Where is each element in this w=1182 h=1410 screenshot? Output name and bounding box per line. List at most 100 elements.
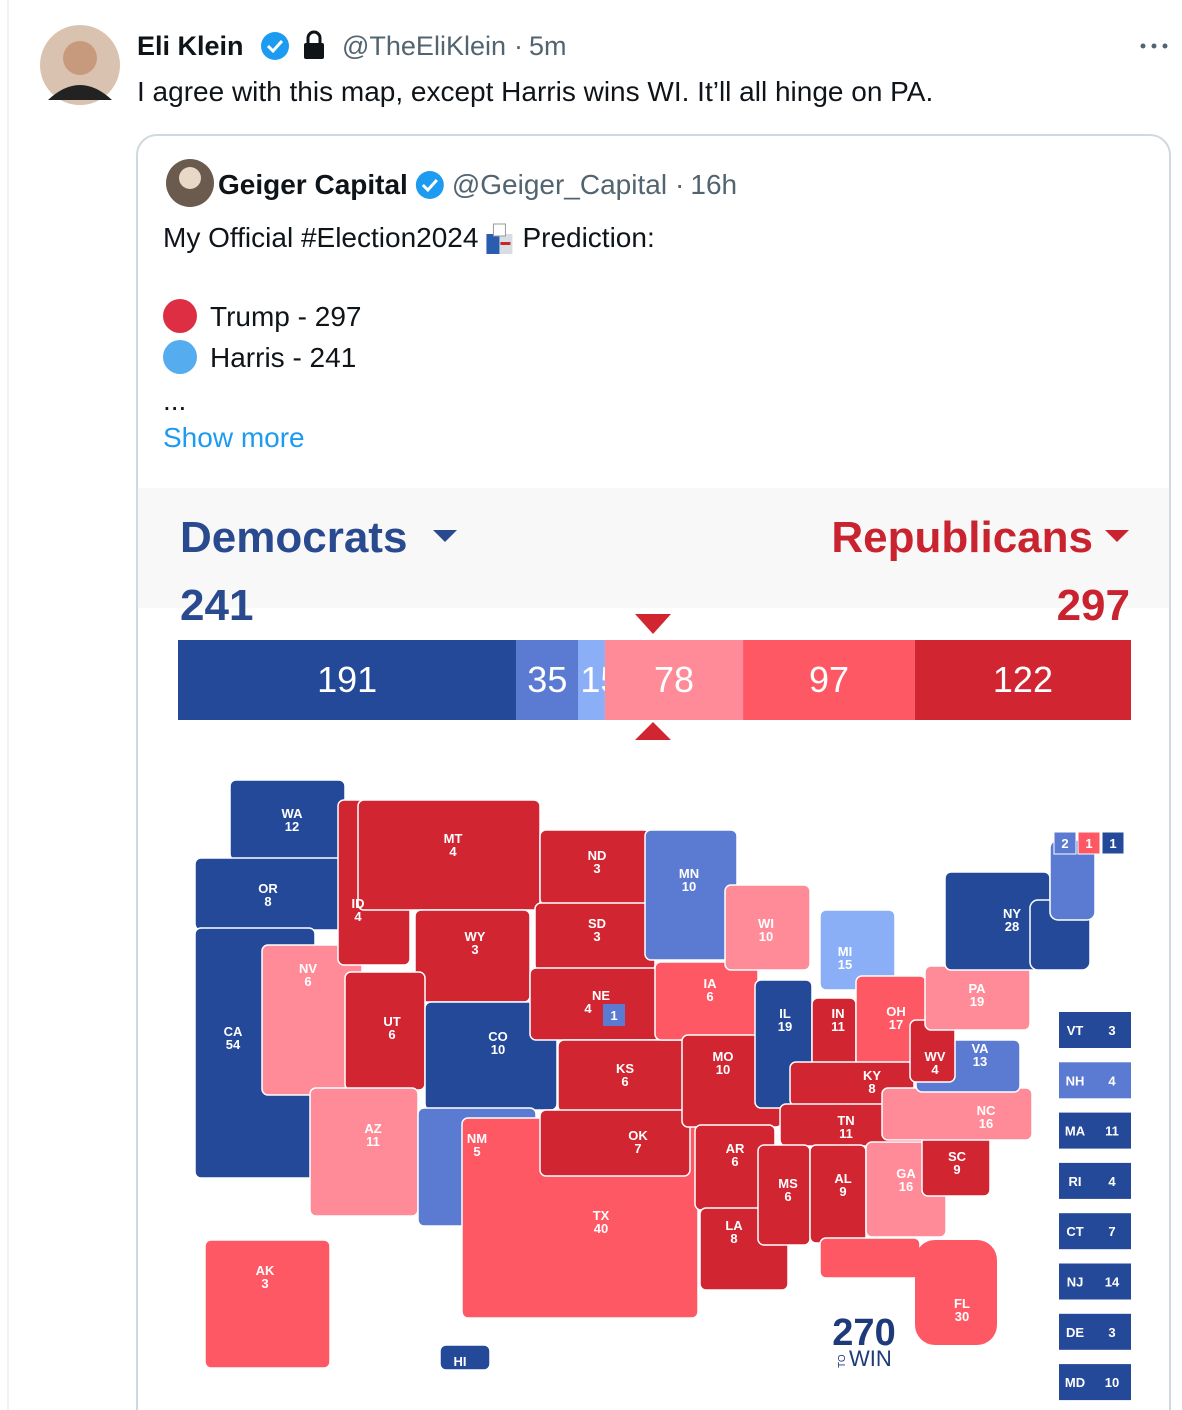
state-ev: 4 [354,909,362,924]
state-abbr: MT [444,831,463,846]
state-abbr: IN [832,1006,845,1021]
state-abbr: AZ [364,1121,381,1136]
state-abbr: MI [838,944,852,959]
inset-box [1059,1364,1131,1401]
state-ev: 10 [716,1062,730,1077]
inset-abbr: NJ [1067,1275,1084,1290]
more-button[interactable] [1140,43,1168,49]
state-ev: 4 [931,1062,939,1077]
avatar-face [63,41,97,75]
state-ev: 6 [731,1154,738,1169]
state-ev: 3 [593,929,600,944]
inset-box [1059,1062,1131,1099]
state-ev: 8 [264,894,271,909]
state-abbr: SC [948,1149,967,1164]
state-shape [644,829,738,961]
state-ev: 28 [1005,919,1019,934]
state-ev: 6 [388,1027,395,1042]
map-shapes [194,779,1096,1371]
inset-ev: 3 [1108,1325,1115,1340]
state-ev: 16 [979,1116,993,1131]
state-abbr: HI [454,1354,467,1369]
bar-label: 97 [809,659,849,700]
lock-icon [304,30,324,59]
state-abbr: KY [863,1068,881,1083]
inset-abbr: MA [1065,1124,1086,1139]
show-more-link[interactable]: Show more [163,422,305,453]
inset-abbr: VT [1067,1023,1084,1038]
state-abbr: OH [886,1004,906,1019]
state-ev: 10 [682,879,696,894]
state-abbr: MN [679,866,699,881]
state-shape [809,1144,867,1244]
state-shape [309,1087,419,1217]
state-abbr: SD [588,916,606,931]
state-ev: 7 [634,1141,641,1156]
state-abbr: WA [282,806,304,821]
state-ev: 4 [449,844,457,859]
logo-to: TO [837,1354,848,1368]
state-abbr: NE [592,988,610,1003]
ev-bar: 191 35 15 78 97 122 [178,640,1131,720]
state-ev: 6 [706,989,713,1004]
inset-box [1059,1313,1131,1350]
state-ev: 6 [784,1189,791,1204]
state-shape [724,884,811,971]
inset-ev: 7 [1108,1224,1115,1239]
inset-ev: 10 [1105,1375,1119,1390]
state-ev: 9 [953,1162,960,1177]
state-ev: 10 [759,929,773,944]
map-labels: WA12OR8CA54NV6ID4MT4WY3UT6AZ11CO10NM5ND3… [224,806,1131,1401]
state-shape [819,1237,921,1279]
legend-text: Harris - 241 [210,342,356,373]
state-ev: 10 [491,1042,505,1057]
state-ev: 4 [584,1001,592,1016]
state-abbr: ND [588,848,607,863]
separator: · [675,169,684,200]
state-ev: 8 [868,1081,875,1096]
verified-badge [415,171,444,199]
state-abbr: WY [465,929,486,944]
state-shape [881,1087,1033,1141]
bar-segment [578,640,605,720]
state-abbr: VA [971,1041,989,1056]
state-abbr: AR [726,1141,745,1156]
state-abbr: AL [834,1171,851,1186]
quote-author: Geiger Capital [218,169,408,200]
quote-avatar-face [179,167,201,189]
author-name[interactable]: Eli Klein [137,31,244,61]
state-shape [344,971,426,1091]
state-abbr: MS [778,1176,798,1191]
midpoint-marker [635,614,671,634]
inset-ev: 11 [1105,1124,1119,1139]
bar-segment [743,640,915,720]
state-ev: 13 [973,1054,987,1069]
inset-abbr: DE [1066,1325,1084,1340]
district-ev: 1 [610,1008,617,1023]
quote-handle: @Geiger_Capital [452,169,667,200]
state-shape [439,1344,491,1371]
district-ev: 2 [1061,836,1068,851]
district-ev: 1 [1109,836,1116,851]
state-ev: 3 [593,861,600,876]
state-shape [204,1239,331,1369]
state-abbr: MO [713,1049,734,1064]
logo-number: 270 [832,1312,895,1354]
rep-total: 297 [1057,581,1130,630]
state-abbr: WV [925,1049,946,1064]
state-ev: 15 [838,957,852,972]
state-abbr: OK [628,1128,648,1143]
dropdown-icon [433,530,457,542]
inset-abbr: RI [1069,1174,1082,1189]
author-handle[interactable]: @TheEliKlein [342,31,506,61]
state-abbr: ID [352,896,365,911]
dropdown-icon [1105,530,1129,542]
state-abbr: IA [704,976,718,991]
state-abbr: NY [1003,906,1021,921]
bar-segment [178,640,517,720]
state-abbr: CA [224,1024,243,1039]
legend-dot [163,299,197,333]
district-box [1101,831,1125,855]
